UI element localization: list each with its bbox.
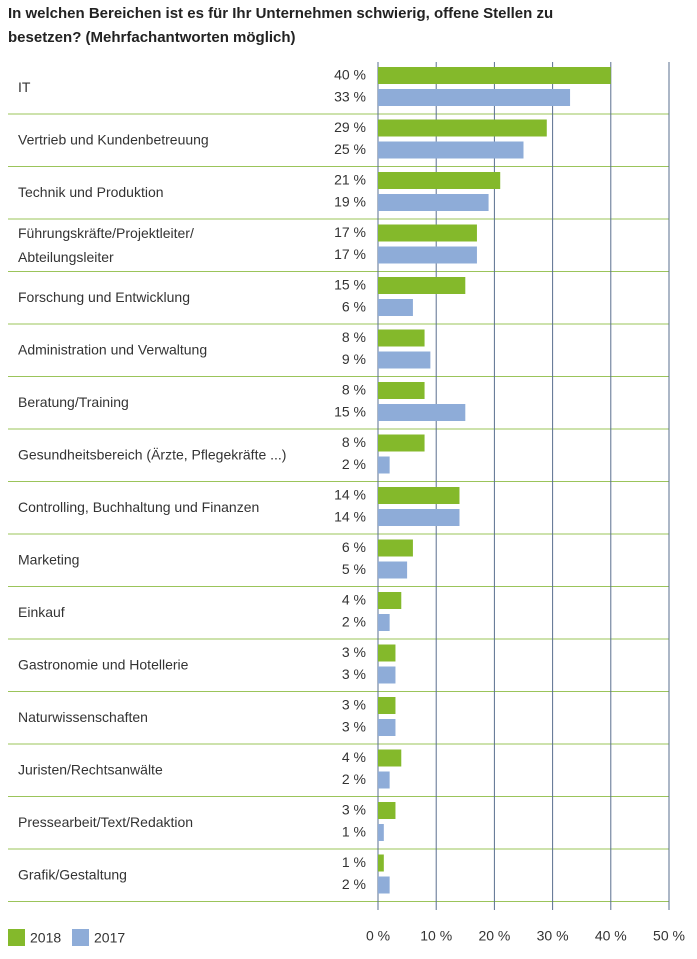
bar [378,539,413,557]
category-label: Pressearbeit/Text/Redaktion [18,814,193,830]
value-label: 17 % [334,246,366,262]
category-label: Administration und Verwaltung [18,341,207,357]
value-label: 3 % [342,719,366,735]
category-label: Marketing [18,551,79,567]
value-label: 3 % [342,644,366,660]
category-label: Führungskräfte/Projektleiter/Abteilungsl… [18,224,194,264]
bar [378,561,408,579]
bar [378,802,396,819]
value-label: 15 % [334,404,366,420]
value-label: 29 % [334,119,366,135]
category-label: IT [18,79,31,95]
x-tick-label: 10 % [420,928,452,944]
category-label: Juristen/Rechtsanwälte [18,761,163,777]
bar [378,824,384,841]
value-label: 5 % [342,561,366,577]
bar [378,404,466,421]
chart-title: In welchen Bereichen ist es für Ihr Unte… [8,5,553,46]
value-label: 4 % [342,749,366,765]
bar [378,509,460,526]
bar [378,666,396,684]
bar [378,224,477,242]
bar [378,614,390,631]
value-label: 1 % [342,824,366,840]
value-label: 6 % [342,539,366,555]
legend-swatch [8,929,25,946]
bar [378,329,425,347]
legend-swatch [72,929,89,946]
bar [378,592,402,609]
value-label: 2 % [342,456,366,472]
x-tick-label: 30 % [537,928,569,944]
bar [378,456,390,474]
category-label: Beratung/Training [18,394,129,410]
bar [378,487,460,504]
value-label: 6 % [342,299,366,315]
bar [378,382,425,399]
value-label: 25 % [334,141,366,157]
value-label: 14 % [334,487,366,503]
bar [378,194,489,211]
value-label: 1 % [342,854,366,870]
category-label: Forschung und Entwicklung [18,289,190,305]
bar [378,89,571,106]
x-tick-label: 40 % [595,928,627,944]
bar [378,644,396,662]
bar [378,351,431,369]
bar [378,854,384,872]
value-label: 2 % [342,876,366,892]
bar [378,141,524,159]
value-label: 3 % [342,697,366,713]
value-label: 3 % [342,802,366,818]
value-label: 14 % [334,509,366,525]
category-label: Gastronomie und Hotellerie [18,656,189,672]
legend-label: 2017 [94,930,125,946]
value-label: 8 % [342,382,366,398]
bar [378,67,611,84]
bar [378,876,390,894]
bar [378,119,547,137]
value-label: 4 % [342,592,366,608]
value-label: 8 % [342,329,366,345]
value-label: 33 % [334,89,366,105]
value-label: 8 % [342,434,366,450]
x-tick-label: 0 % [366,928,390,944]
value-label: 17 % [334,224,366,240]
bar [378,299,413,316]
legend-label: 2018 [30,930,61,946]
bar [378,697,396,714]
bar [378,749,402,767]
value-label: 19 % [334,194,366,210]
bar [378,246,477,264]
category-label: Naturwissenschaften [18,709,148,725]
value-label: 2 % [342,771,366,787]
value-label: 2 % [342,614,366,630]
category-label: Einkauf [18,604,65,620]
value-label: 9 % [342,351,366,367]
category-label: Technik und Produktion [18,184,164,200]
category-label: Vertrieb und Kundenbetreuung [18,131,209,147]
bar [378,172,501,189]
bar [378,771,390,789]
bar [378,434,425,452]
value-label: 3 % [342,666,366,682]
x-tick-label: 50 % [653,928,685,944]
bar [378,719,396,736]
value-label: 15 % [334,277,366,293]
value-label: 40 % [334,67,366,83]
x-tick-label: 20 % [478,928,510,944]
bar [378,277,466,294]
value-label: 21 % [334,172,366,188]
category-label: Controlling, Buchhaltung und Finanzen [18,499,259,515]
category-label: Gesundheitsbereich (Ärzte, Pflegekräfte … [18,446,286,462]
category-label: Grafik/Gestaltung [18,866,127,882]
